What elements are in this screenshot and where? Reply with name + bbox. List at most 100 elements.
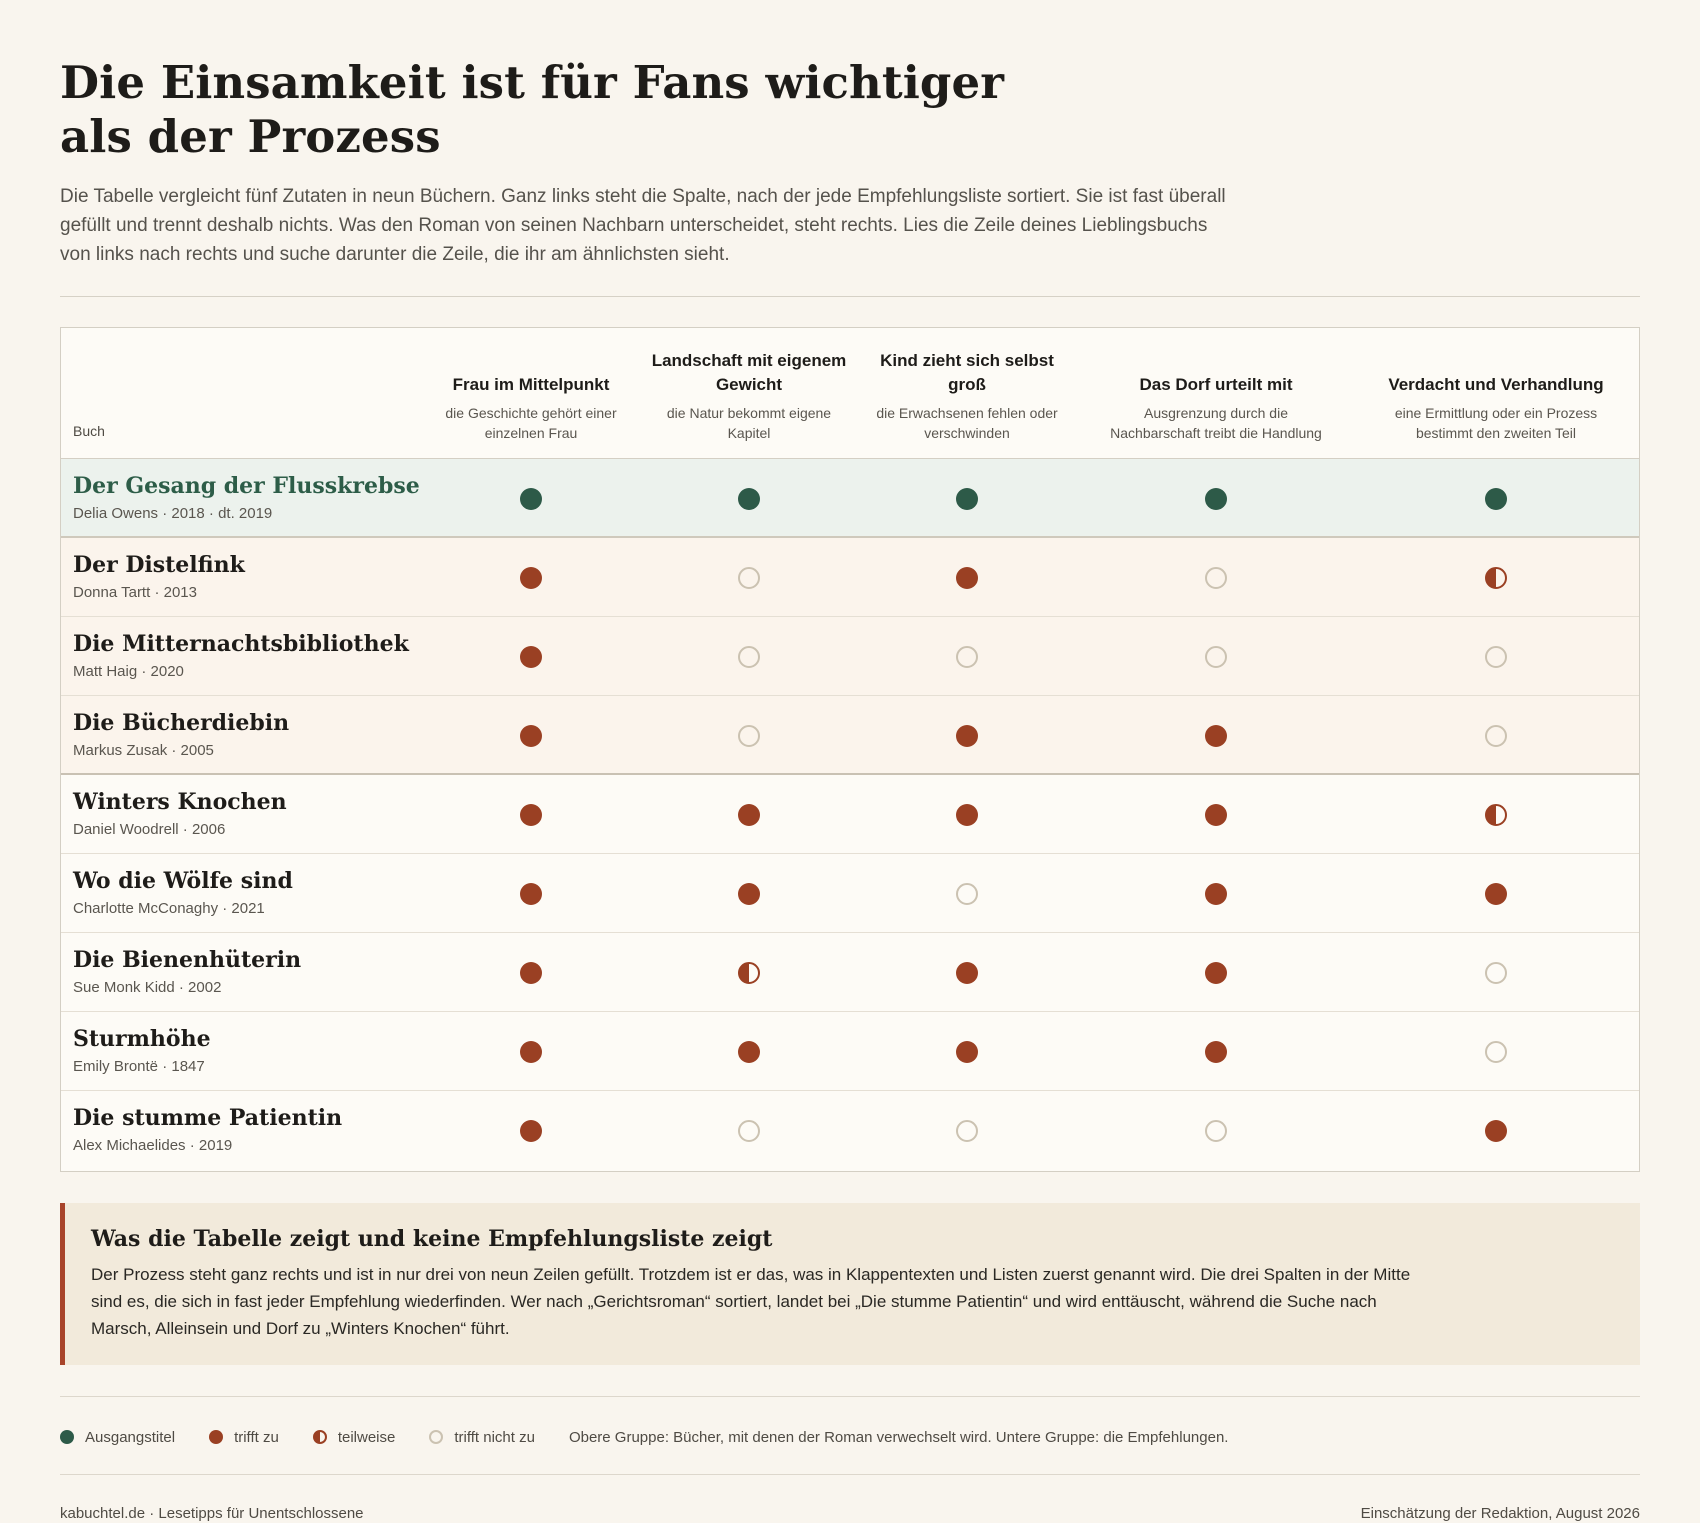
table-row: Wo die Wölfe sind Charlotte McConaghy · 2… [61, 854, 1639, 933]
legend-item-partial: teilweise [312, 1428, 396, 1446]
filled-dot-icon [520, 725, 542, 747]
table-row: Die Bücherdiebin Markus Zusak · 2005 [61, 696, 1639, 775]
empty-dot-icon [738, 646, 760, 668]
table-row: Die stumme Patientin Alex Michaelides · 2… [61, 1091, 1639, 1170]
reference-row: Der Gesang der Flusskrebse Delia Owens · … [61, 459, 1639, 538]
book-title: Die stumme Patientin [73, 1105, 343, 1131]
legend-groups-note: Obere Gruppe: Bücher, mit denen der Roma… [568, 1428, 1229, 1446]
column-title: Das Dorf urteilt mit [1139, 375, 1293, 394]
filled-dot-icon [520, 1120, 542, 1142]
filled-dot-icon [1205, 962, 1227, 984]
filled-dot-icon [209, 1430, 224, 1444]
book-meta: Donna Tartt · 2013 [73, 584, 197, 601]
filled-dot-icon [520, 883, 542, 905]
reference-dot-icon [1485, 488, 1507, 510]
legend-item-reference: Ausgangstitel [60, 1429, 175, 1446]
footer-source: kabuchtel.de · Lesetipps für Unentschlos… [60, 1505, 364, 1522]
filled-dot-icon [1205, 1041, 1227, 1063]
empty-dot-icon [956, 646, 978, 668]
filled-dot-icon [520, 646, 542, 668]
filled-dot-icon [956, 725, 978, 747]
column-subtitle: die Geschichte gehört einer einzelnen Fr… [445, 405, 617, 441]
legend-label: Ausgangstitel [85, 1428, 176, 1446]
filled-dot-icon [1485, 883, 1507, 905]
filled-dot-icon [520, 804, 542, 826]
book-meta: Delia Owens · 2018 · dt. 2019 [73, 505, 273, 522]
book-title: Sturmhöhe [73, 1026, 211, 1052]
half-dot-icon [1485, 567, 1507, 589]
table-header: Buch Frau im Mittelpunkt die Geschichte … [61, 328, 1639, 459]
filled-dot-icon [738, 883, 760, 905]
empty-dot-icon [1205, 567, 1227, 589]
book-meta: Emily Brontë · 1847 [73, 1058, 205, 1075]
legend-item-applies: trifft zu [209, 1429, 279, 1446]
empty-dot-icon [1205, 646, 1227, 668]
filled-dot-icon [520, 962, 542, 984]
filled-dot-icon [1205, 725, 1227, 747]
filled-dot-icon [738, 804, 760, 826]
filled-dot-icon [520, 1041, 542, 1063]
table-row: Der Distelfink Donna Tartt · 2013 [61, 538, 1639, 617]
book-title: Der Gesang der Flusskrebse [73, 473, 420, 499]
book-meta: Markus Zusak · 2005 [73, 742, 214, 759]
book-title: Wo die Wölfe sind [73, 868, 293, 894]
column-subtitle: eine Ermittlung oder ein Prozess bestimm… [1394, 405, 1598, 441]
half-dot-icon [312, 1430, 327, 1444]
legend: Ausgangstitel trifft zu teilweise trifft… [60, 1426, 1262, 1448]
filled-dot-icon [956, 962, 978, 984]
callout-title: Was die Tabelle zeigt und keine Empfehlu… [91, 1226, 773, 1252]
divider-top [60, 296, 1640, 297]
table-row: Die Mitternachtsbibliothek Matt Haig · 20… [61, 617, 1639, 696]
filled-dot-icon [520, 567, 542, 589]
filled-dot-icon [1205, 883, 1227, 905]
column-title: Frau im Mittelpunkt [452, 375, 610, 394]
reference-dot-icon [956, 488, 978, 510]
filled-dot-icon [956, 804, 978, 826]
filled-dot-icon [738, 1041, 760, 1063]
empty-dot-icon [1205, 1120, 1227, 1142]
empty-dot-icon [956, 1120, 978, 1142]
book-meta: Daniel Woodrell · 2006 [73, 821, 226, 838]
empty-dot-icon [1485, 646, 1507, 668]
book-meta: Alex Michaelides · 2019 [73, 1137, 233, 1154]
filled-dot-icon [1205, 804, 1227, 826]
divider-legend-top [60, 1396, 1640, 1397]
column-subtitle: die Natur bekommt eigene Kapitel [666, 405, 832, 441]
column-subtitle: die Erwachsenen fehlen oder verschwinden [876, 405, 1058, 441]
legend-label: teilweise [337, 1428, 396, 1446]
half-dot-icon [738, 962, 760, 984]
table-row: Winters Knochen Daniel Woodrell · 2006 [61, 775, 1639, 854]
column-header-3: Kind zieht sich selbst groß die Erwachse… [867, 328, 1067, 459]
book-title: Winters Knochen [73, 789, 287, 815]
empty-dot-icon [738, 567, 760, 589]
book-meta: Charlotte McConaghy · 2021 [73, 900, 265, 917]
empty-dot-icon [738, 1120, 760, 1142]
empty-dot-icon [956, 883, 978, 905]
book-meta: Matt Haig · 2020 [73, 663, 184, 680]
empty-dot-icon [1485, 962, 1507, 984]
reference-dot-icon [1205, 488, 1227, 510]
column-header-4: Das Dorf urteilt mit Ausgrenzung durch d… [1101, 328, 1331, 459]
filled-dot-icon [956, 567, 978, 589]
divider-legend-bottom [60, 1474, 1640, 1475]
reference-dot-icon [520, 488, 542, 510]
column-title: Kind zieht sich selbst groß [880, 351, 1054, 394]
column-header-2: Landschaft mit eigenem Gewicht die Natur… [649, 328, 849, 459]
legend-label: trifft zu [234, 1428, 279, 1446]
book-title: Der Distelfink [73, 552, 245, 578]
intro-text: Die Tabelle vergleicht fünf Zutaten in n… [60, 186, 1226, 265]
footer-credit: Einschätzung der Redaktion, August 2026 [1360, 1505, 1640, 1522]
empty-dot-icon [738, 725, 760, 747]
comparison-table: Buch Frau im Mittelpunkt die Geschichte … [60, 327, 1640, 1172]
empty-dot-icon [429, 1430, 444, 1444]
table-row: Sturmhöhe Emily Brontë · 1847 [61, 1012, 1639, 1091]
table-row: Die Bienenhüterin Sue Monk Kidd · 2002 [61, 933, 1639, 1012]
half-dot-icon [1485, 804, 1507, 826]
filled-dot-icon [1485, 1120, 1507, 1142]
column-subtitle: Ausgrenzung durch die Nachbarschaft trei… [1110, 405, 1322, 441]
reference-dot-icon [60, 1430, 74, 1444]
filled-dot-icon [956, 1041, 978, 1063]
legend-item-not-applies: trifft nicht zu [429, 1429, 535, 1446]
page-title: Die Einsamkeit ist für Fans wichtiger al… [60, 56, 1005, 163]
